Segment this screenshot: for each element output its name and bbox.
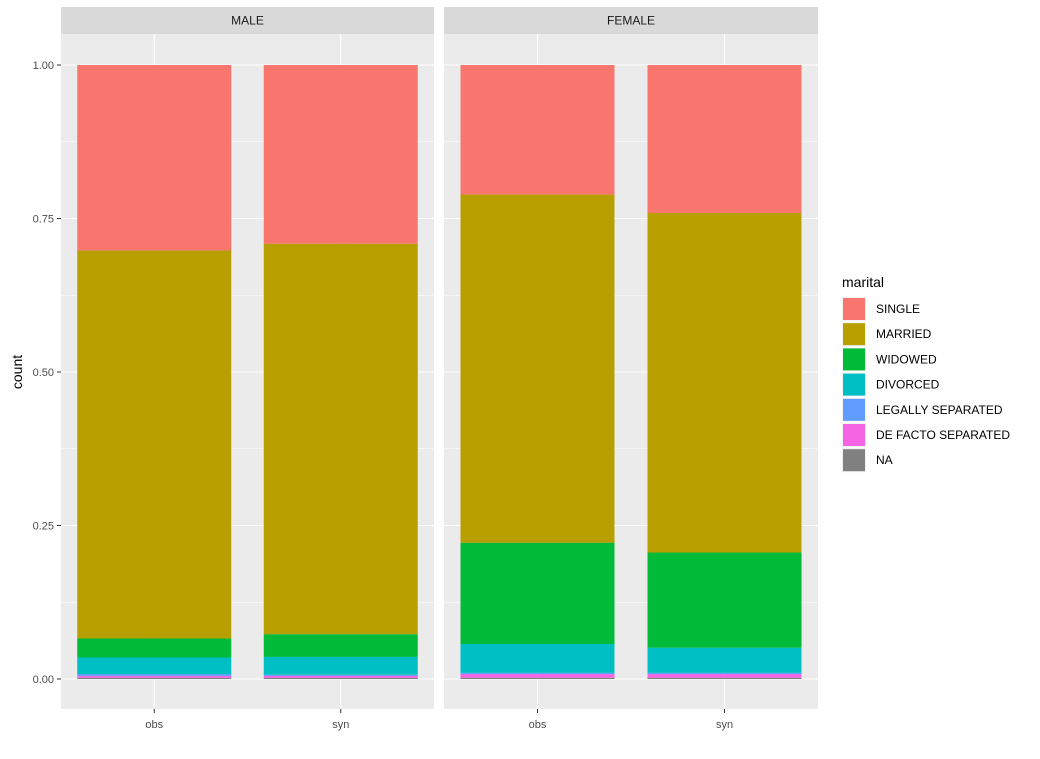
legend-item-na: NA: [842, 448, 893, 473]
bar-segment-married: [647, 212, 802, 553]
facet-strip: [61, 7, 434, 34]
bar-segment-na: [77, 677, 232, 679]
bar-segment-widowed: [77, 638, 232, 658]
facet-panels: MALE obs syn FEMALE obs syn: [61, 7, 818, 731]
facet-strip: [444, 7, 818, 34]
bar-syn: [647, 65, 802, 679]
legend-swatch: [843, 348, 865, 371]
bar-segment-single: [460, 65, 615, 195]
y-tick-label: 0.25: [33, 521, 54, 533]
bar-segment-de-facto-separated: [263, 675, 418, 678]
facet-panel-female: FEMALE obs syn: [444, 7, 818, 731]
legend-label: WIDOWED: [876, 352, 937, 366]
y-tick-label: 0.50: [33, 367, 54, 379]
legend-item-widowed: WIDOWED: [842, 347, 937, 372]
bar-segment-de-facto-separated: [647, 674, 802, 678]
bar-segment-legally-separated: [77, 674, 232, 676]
bar-obs: [460, 65, 615, 679]
bar-segment-legally-separated: [263, 674, 418, 676]
bar-segment-na: [460, 677, 615, 679]
bar-segment-legally-separated: [647, 672, 802, 675]
x-tick-label: obs: [529, 719, 547, 731]
bar-segment-single: [647, 65, 802, 213]
bar-segment-divorced: [77, 657, 232, 675]
legend-label: DE FACTO SEPARATED: [876, 428, 1010, 442]
bar-segment-divorced: [647, 647, 802, 673]
bar-segment-single: [77, 65, 232, 251]
bar-segment-divorced: [263, 656, 418, 675]
bar-segment-widowed: [647, 552, 802, 648]
bar-segment-de-facto-separated: [77, 675, 232, 678]
y-tick-label: 0.75: [33, 214, 54, 226]
legend-item-single: SINGLE: [842, 297, 920, 321]
y-axis-title: count: [9, 355, 25, 389]
y-tick-label: 0.00: [33, 674, 54, 686]
x-tick-label: syn: [332, 719, 349, 731]
bar-segment-married: [77, 250, 232, 639]
bar-segment-married: [263, 243, 418, 635]
legend-label: DIVORCED: [876, 378, 940, 392]
bar-segment-divorced: [460, 644, 615, 673]
x-tick-label: obs: [145, 719, 163, 731]
legend-swatch: [843, 373, 865, 396]
legend-swatch: [843, 298, 865, 320]
bar-segment-widowed: [460, 542, 615, 645]
y-axis: 0.00 0.25 0.50 0.75 1.00: [33, 60, 61, 686]
bar-segment-single: [263, 65, 418, 244]
bar-syn: [263, 65, 418, 679]
bar-segment-married: [460, 194, 615, 543]
legend-item-divorced: DIVORCED: [842, 372, 940, 397]
bar-segment-na: [647, 677, 802, 679]
legend-swatch: [843, 398, 865, 421]
bar-segment-widowed: [263, 634, 418, 657]
facet-strip-label: MALE: [231, 14, 264, 28]
legend-swatch: [843, 323, 865, 346]
legend-label: NA: [876, 453, 893, 467]
legend-title: marital: [842, 274, 884, 290]
legend-item-married: MARRIED: [842, 322, 932, 347]
bar-segment-legally-separated: [460, 672, 615, 675]
legend-swatch: [843, 424, 865, 446]
legend-item-legally-separated: LEGALLY SEPARATED: [842, 397, 1003, 422]
legend-label: SINGLE: [876, 302, 920, 316]
legend-label: LEGALLY SEPARATED: [876, 403, 1003, 417]
legend: marital SINGLE MARRIED WIDOWED DIVORCED LEGA…: [842, 274, 1010, 473]
legend-label: MARRIED: [876, 327, 932, 341]
facet-panel-male: MALE obs syn: [61, 7, 434, 731]
legend-swatch: [843, 449, 865, 472]
bar-segment-na: [263, 677, 418, 679]
y-tick-label: 1.00: [33, 60, 54, 72]
bar-obs: [77, 65, 232, 679]
facet-strip-label: FEMALE: [607, 14, 655, 28]
bar-segment-de-facto-separated: [460, 674, 615, 678]
x-tick-label: syn: [716, 719, 733, 731]
legend-item-de-facto-separated: DE FACTO SEPARATED: [842, 423, 1010, 447]
